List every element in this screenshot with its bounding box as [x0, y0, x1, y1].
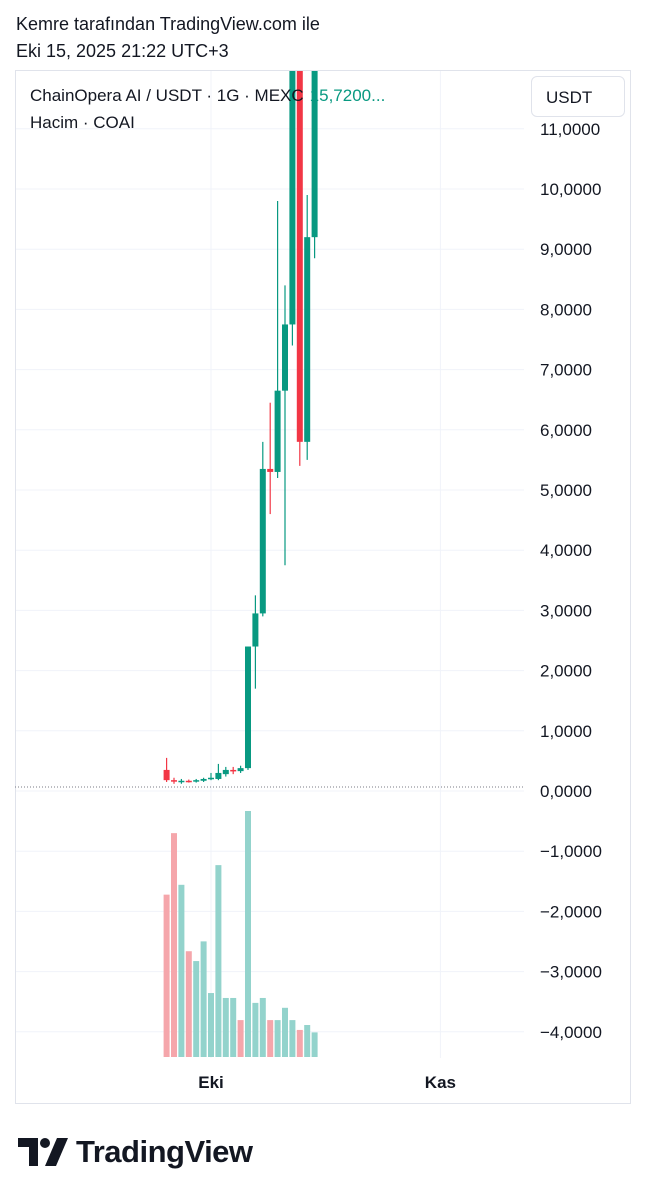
snapshot-date: Eki 15, 2025 21:22 UTC+3 — [16, 41, 229, 61]
candle-body — [163, 769, 170, 781]
y-tick-label: 5,0000 — [540, 481, 592, 500]
candle-body — [274, 390, 281, 472]
candle-body — [304, 237, 311, 442]
candle-body — [208, 777, 214, 780]
brand-name: TradingView — [76, 1134, 253, 1169]
last-price: 15,7200... — [309, 86, 386, 105]
candle-body — [222, 769, 229, 775]
volume-bar — [178, 884, 185, 1057]
time-axis: Eki Kas — [198, 1073, 456, 1092]
y-tick-label: 3,0000 — [540, 601, 592, 620]
candle-body — [282, 324, 288, 391]
y-tick-label: −1,0000 — [540, 842, 602, 861]
volume-bar — [208, 993, 214, 1057]
symbol-legend[interactable]: ChainOpera AI / USDT · 1G · MEXC 15,7200.… — [30, 86, 385, 106]
y-tick-label: 0,0000 — [540, 782, 592, 801]
volume-bar — [274, 1020, 281, 1057]
y-tick-label: 6,0000 — [540, 421, 592, 440]
y-tick-label: 1,0000 — [540, 722, 592, 741]
volume-bar — [252, 1002, 259, 1057]
chart-frame — [15, 70, 631, 1104]
tradingview-logo-icon — [18, 1138, 68, 1166]
author-line: Kemre tarafından TradingView.com ile — [16, 14, 320, 34]
volume-bar — [296, 1029, 303, 1057]
volume-bar — [267, 1020, 274, 1057]
candle-body — [178, 780, 185, 783]
candle-body — [200, 778, 207, 781]
y-tick-label: −2,0000 — [540, 902, 602, 921]
volume-bar — [222, 997, 229, 1057]
y-tick-label: −4,0000 — [540, 1023, 602, 1042]
volume-bar — [230, 997, 237, 1057]
y-tick-label: 10,0000 — [540, 180, 601, 199]
volume-bar — [185, 951, 192, 1057]
symbol-info: ChainOpera AI / USDT · 1G · MEXC — [30, 86, 304, 105]
volume-bar — [163, 894, 170, 1057]
price-candles — [163, 71, 318, 784]
x-tick-label: Kas — [425, 1073, 456, 1092]
candle-body — [296, 71, 303, 442]
volume-bar — [311, 1032, 318, 1057]
volume-bar — [304, 1025, 311, 1057]
y-tick-label: 11,0000 — [540, 120, 600, 139]
candle-body — [237, 768, 244, 772]
grid-lines — [16, 71, 524, 1058]
tradingview-logo[interactable]: TradingView — [18, 1132, 253, 1172]
candle-body — [230, 769, 237, 772]
volume-bar — [245, 811, 251, 1057]
y-tick-label: 7,0000 — [540, 361, 592, 380]
candle-body — [267, 468, 274, 472]
candle-body — [193, 780, 200, 782]
candle-body — [215, 772, 222, 779]
volume-bar — [193, 961, 200, 1057]
candle-body — [252, 613, 259, 647]
volume-bars — [163, 811, 318, 1057]
volume-bar — [282, 1007, 288, 1057]
volume-legend[interactable]: Hacim · COAI — [30, 113, 135, 132]
volume-bar — [171, 833, 177, 1057]
y-tick-label: 4,0000 — [540, 541, 592, 560]
candle-body — [259, 468, 266, 614]
candle-body — [185, 780, 192, 783]
volume-bar — [237, 1020, 244, 1057]
volume-bar — [289, 1020, 296, 1057]
price-axis: 11,0000 10,0000 9,0000 8,0000 7,0000 6,0000 5,… — [540, 120, 602, 1042]
candle-body — [171, 780, 177, 782]
candle-body — [311, 71, 318, 238]
y-tick-label: −3,0000 — [540, 963, 602, 982]
x-tick-label: Eki — [198, 1073, 224, 1092]
y-tick-label: 8,0000 — [540, 300, 592, 319]
volume-bar — [215, 865, 222, 1057]
volume-bar — [259, 997, 266, 1057]
volume-bar — [200, 941, 207, 1057]
candle-body — [289, 71, 296, 325]
y-tick-label: 9,0000 — [540, 240, 592, 259]
currency-unit-button[interactable]: USDT — [531, 76, 625, 117]
candle-body — [245, 646, 251, 769]
y-tick-label: 2,0000 — [540, 662, 592, 681]
